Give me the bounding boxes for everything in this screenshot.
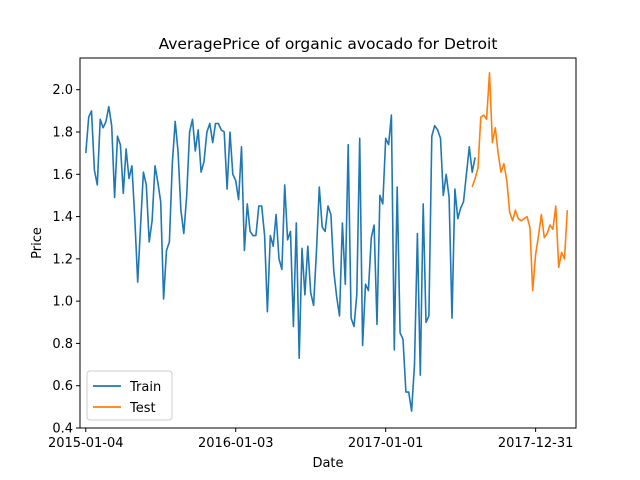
chart-title: AveragePrice of organic avocado for Detr… [159,35,498,53]
legend-label-test: Test [129,401,156,416]
y-axis: 0.4 0.6 0.8 1.0 1.2 1.4 1.6 1.8 2.0 [52,83,80,437]
y-tick-label: 0.4 [52,422,73,437]
y-tick-label: 0.8 [52,337,73,352]
x-tick-label: 2016-01-03 [198,436,274,451]
plot-lines [85,72,569,412]
y-axis-label: Price [30,227,45,259]
legend: Train Test [86,370,173,421]
y-tick-label: 2.0 [52,83,73,98]
x-tick-label: 2017-01-01 [348,436,424,451]
x-axis: 2015-01-04 2016-01-03 2017-01-01 2017-12-31 [48,428,573,451]
y-tick-label: 1.4 [52,210,73,225]
plot-frame [79,57,577,429]
y-tick-label: 1.8 [52,126,73,141]
y-tick-label: 1.6 [52,168,73,183]
series-line-test [471,72,569,292]
x-axis-label: Date [312,456,343,471]
y-tick-label: 0.6 [52,379,73,394]
x-tick-label: 2015-01-04 [48,436,124,451]
x-tick-label: 2017-12-31 [498,436,574,451]
y-tick-label: 1.0 [52,295,73,310]
legend-label-train: Train [129,380,161,395]
y-tick-label: 1.2 [52,252,73,267]
series-line-train [85,105,476,412]
